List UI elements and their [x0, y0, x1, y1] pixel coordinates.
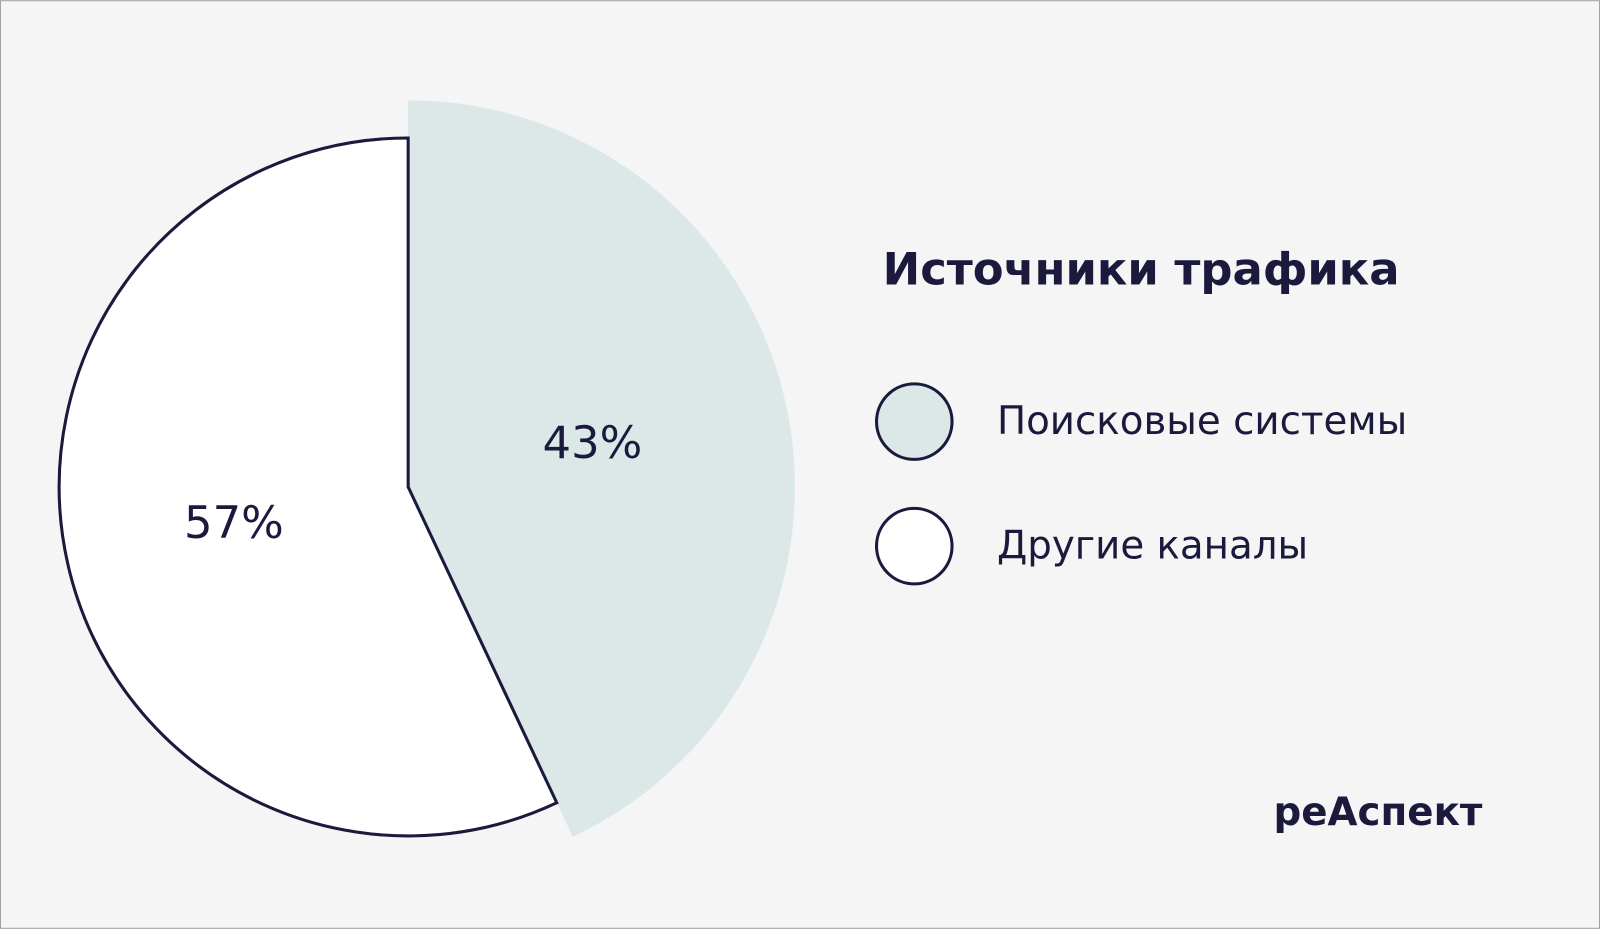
chart-title: Источники трафика — [883, 243, 1400, 296]
legend-swatch — [875, 382, 954, 461]
legend-swatch — [875, 506, 954, 586]
legend-label: Поисковые системы — [997, 399, 1407, 444]
logo: реАспект — [1273, 790, 1482, 835]
data-label: 43% — [543, 416, 643, 469]
data-label: 57% — [184, 496, 284, 549]
pie-slice — [408, 100, 795, 837]
legend-label: Другие каналы — [997, 524, 1308, 569]
pie-slice — [57, 136, 559, 838]
